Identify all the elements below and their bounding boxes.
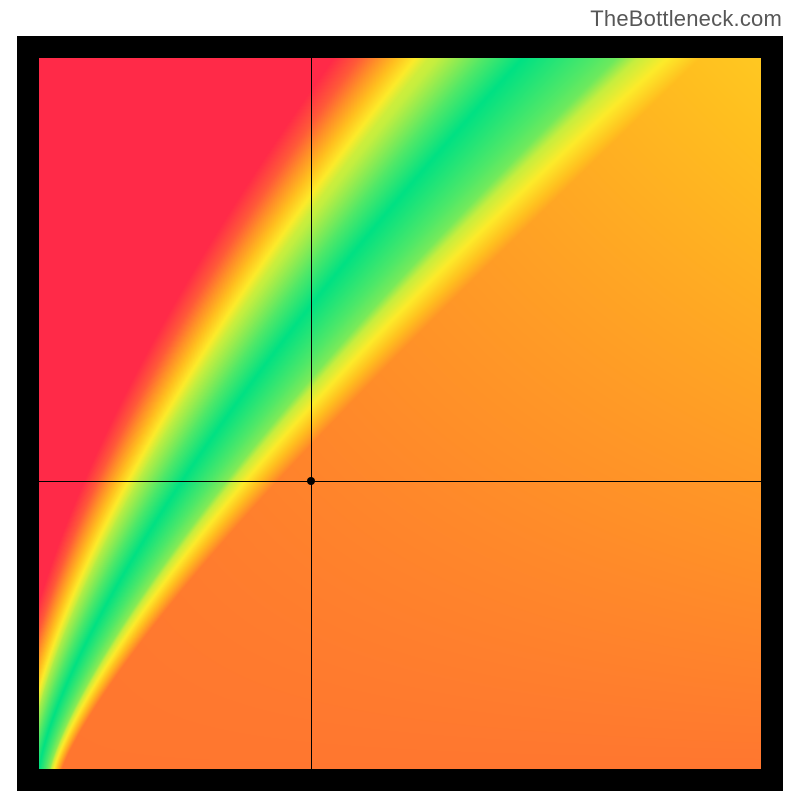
crosshair-vertical: [311, 58, 312, 769]
watermark-text: TheBottleneck.com: [590, 6, 782, 32]
crosshair-horizontal: [39, 481, 761, 482]
figure-container: TheBottleneck.com: [0, 0, 800, 800]
crosshair-marker-dot: [307, 477, 315, 485]
heatmap-canvas: [39, 58, 761, 769]
